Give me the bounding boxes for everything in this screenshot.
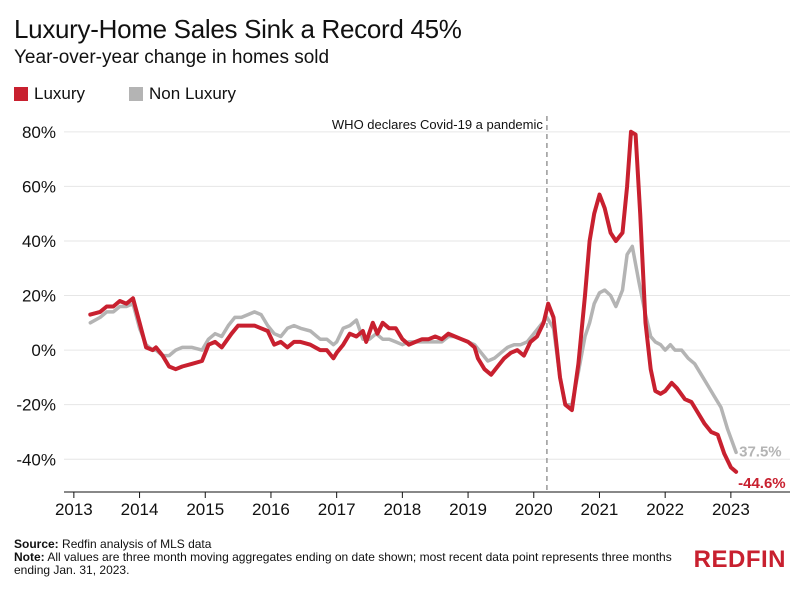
x-tick-label: 2016 — [252, 500, 290, 519]
y-tick-label: 40% — [22, 232, 56, 251]
y-axis: 80% 60% 40% 20% 0% -20% -40% — [16, 123, 56, 469]
end-labels: 37.5% -44.6% — [738, 443, 786, 491]
x-tick-label: 2020 — [515, 500, 553, 519]
method-note: Note: All values are three month moving … — [14, 551, 694, 577]
note-text: All values are three month moving aggreg… — [14, 550, 672, 577]
x-tick-label: 2014 — [121, 500, 159, 519]
y-tick-label: -40% — [16, 450, 56, 469]
x-tick-label: 2021 — [581, 500, 619, 519]
legend-label-luxury: Luxury — [34, 84, 86, 103]
y-tick-label: -20% — [16, 396, 56, 415]
chart-subtitle: Year-over-year change in homes sold — [14, 47, 330, 68]
y-tick-label: 60% — [22, 177, 56, 196]
covid-annotation: WHO declares Covid-19 a pandemic — [332, 117, 543, 132]
y-tick-label: 80% — [22, 123, 56, 142]
chart-title: Luxury-Home Sales Sink a Record 45% — [14, 14, 462, 44]
legend: Luxury Non Luxury — [14, 84, 236, 104]
event-marker: WHO declares Covid-19 a pandemic — [332, 116, 548, 492]
x-axis: 2013 2014 2015 2016 2017 2018 2019 2020 2021 2022… — [55, 491, 790, 519]
legend-swatch-luxury — [14, 87, 28, 101]
footer-notes: Source: Redfin analysis of MLS data Note… — [14, 538, 694, 577]
end-label-non-luxury: 37.5% — [739, 443, 782, 460]
x-tick-label: 2019 — [449, 500, 487, 519]
series-line-non-luxury — [88, 244, 738, 455]
x-tick-label: 2018 — [383, 500, 421, 519]
series-line-luxury — [88, 129, 739, 474]
y-tick-label: 20% — [22, 287, 56, 306]
note-label: Note: — [14, 550, 45, 564]
x-tick-label: 2017 — [318, 500, 356, 519]
y-tick-label: 0% — [31, 341, 56, 360]
source-label: Source: — [14, 537, 59, 551]
x-tick-label: 2015 — [186, 500, 224, 519]
legend-label-non-luxury: Non Luxury — [149, 84, 236, 103]
source-note: Source: Redfin analysis of MLS data — [14, 538, 694, 551]
series-lines — [88, 129, 739, 474]
gridlines — [64, 131, 790, 460]
x-tick-label: 2013 — [55, 500, 93, 519]
redfin-logo: REDFIN — [693, 546, 786, 573]
legend-swatch-non-luxury — [129, 87, 144, 101]
x-tick-label: 2023 — [712, 500, 750, 519]
legend-item-non-luxury[interactable]: Non Luxury — [129, 84, 236, 104]
legend-item-luxury[interactable]: Luxury — [14, 84, 85, 104]
end-label-luxury: -44.6% — [738, 475, 786, 492]
x-tick-label: 2022 — [646, 500, 684, 519]
source-text: Redfin analysis of MLS data — [58, 537, 212, 551]
